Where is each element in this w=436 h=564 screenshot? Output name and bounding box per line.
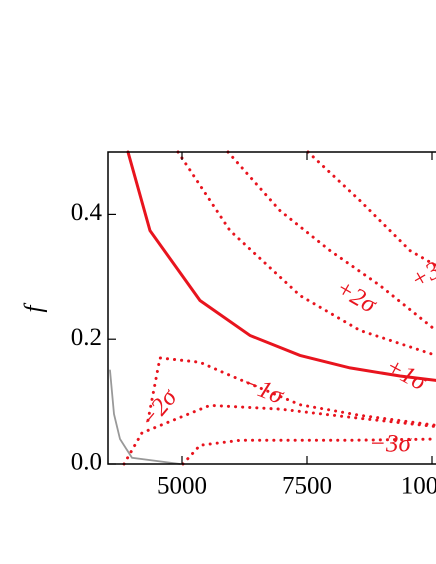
curve [176, 150, 436, 357]
curve-label: +3σ [406, 250, 436, 295]
curve-label: −1σ [238, 369, 288, 410]
curve [109, 369, 181, 465]
curve-label: +1σ [381, 353, 432, 397]
x-tick-label: 7500 [282, 473, 332, 500]
curve [306, 150, 436, 268]
y-axis-label: f [21, 302, 48, 312]
curve-label: +2σ [331, 274, 382, 319]
curve [146, 356, 436, 427]
y-tick-label: 0.2 [71, 324, 102, 351]
y-tick-label: 0.0 [71, 449, 102, 476]
y-tick-label: 0.4 [71, 199, 103, 226]
curve-label: −2σ [135, 383, 184, 434]
curve [181, 437, 436, 466]
curve [226, 150, 436, 332]
curve [126, 150, 436, 382]
x-tick-label: 10000 [401, 473, 436, 500]
x-tick-label: 5000 [157, 473, 207, 500]
curve-label: −3σ [369, 431, 412, 458]
plot-frame [107, 151, 436, 465]
